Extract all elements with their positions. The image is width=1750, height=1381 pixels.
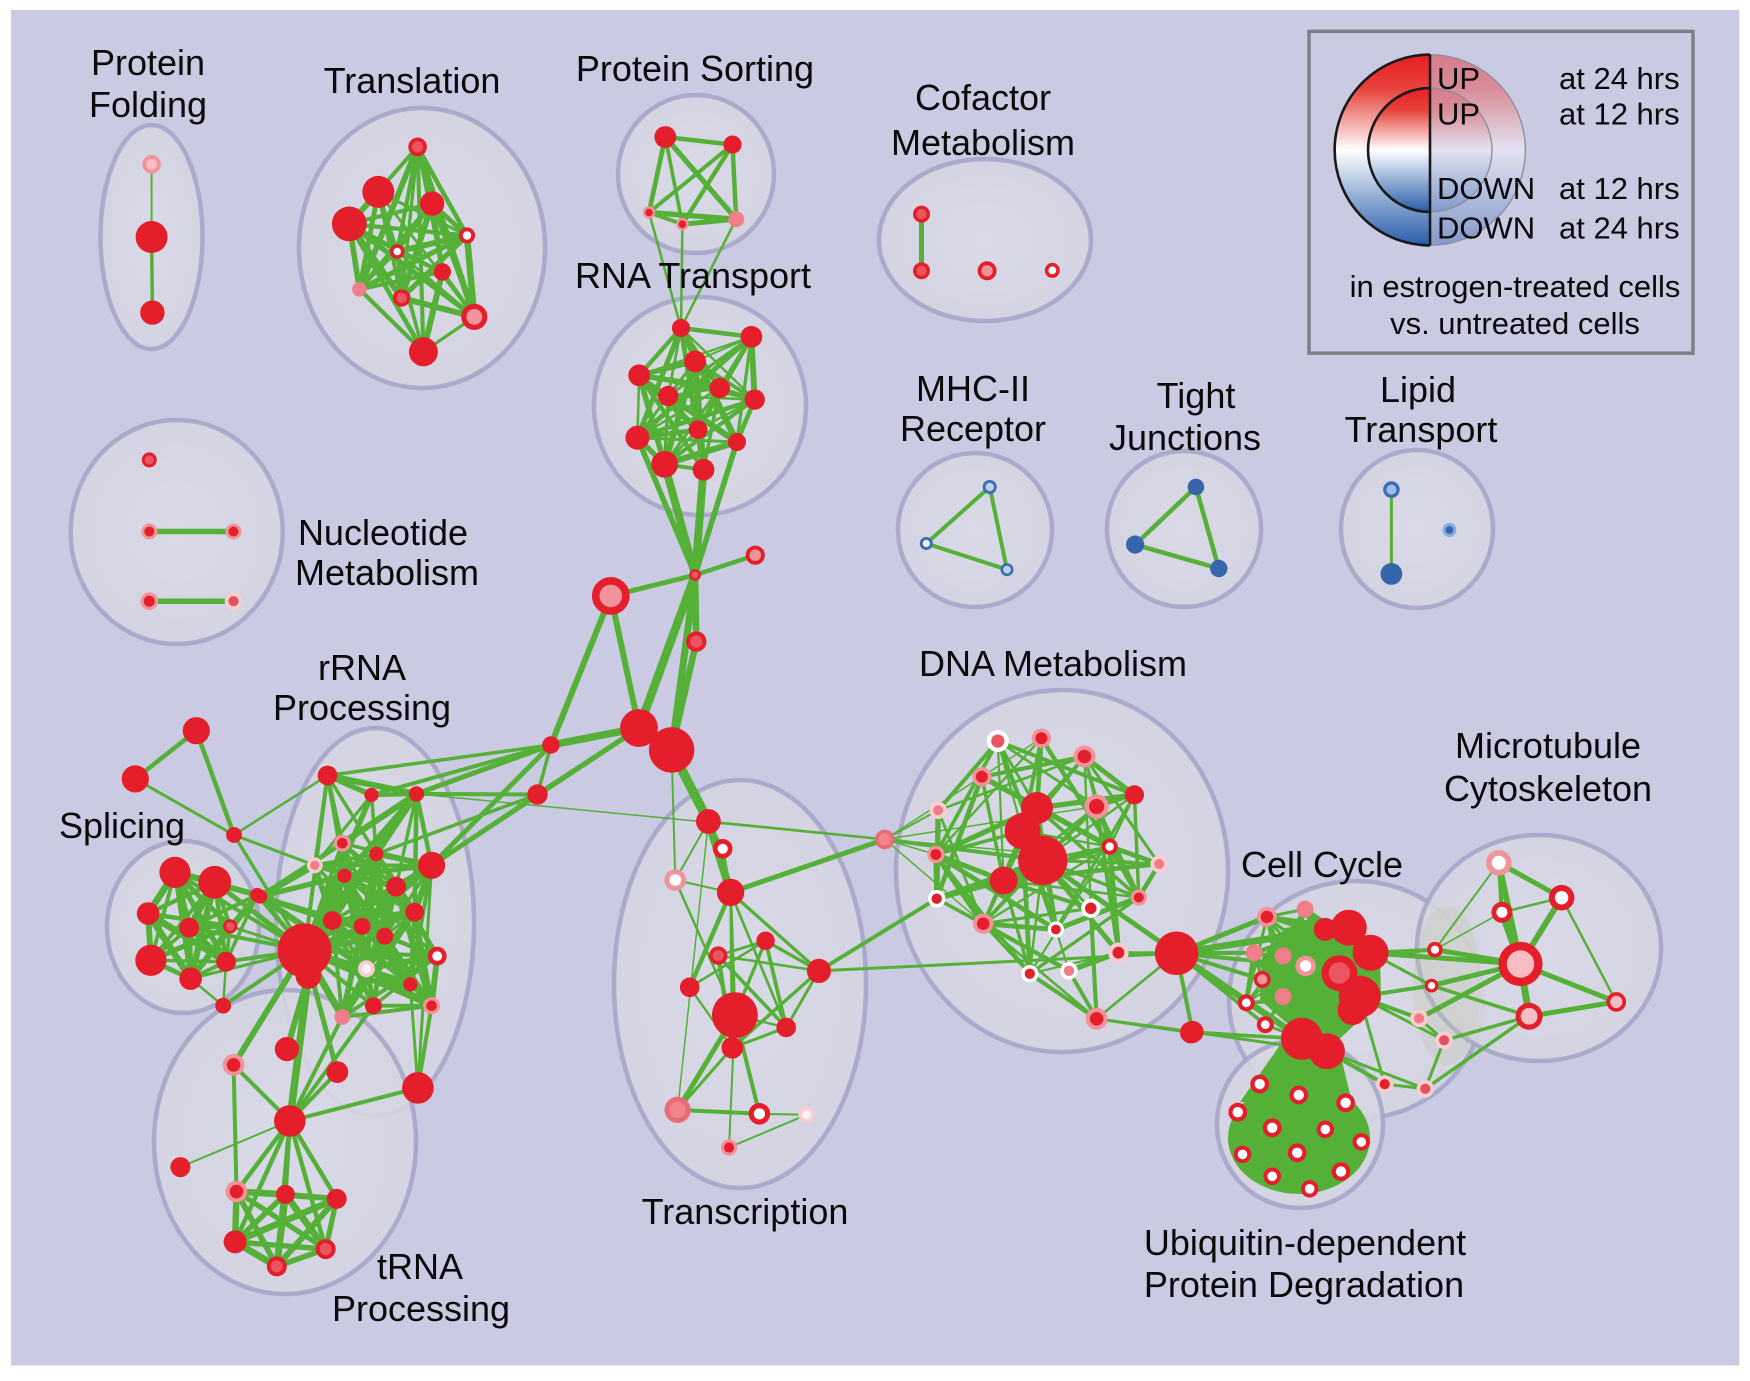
svg-text:Splicing: Splicing: [59, 805, 185, 846]
svg-text:DOWN: DOWN: [1437, 171, 1535, 206]
svg-text:Junctions: Junctions: [1109, 417, 1261, 458]
svg-text:at 12 hrs: at 12 hrs: [1559, 171, 1680, 206]
svg-text:Cytoskeleton: Cytoskeleton: [1444, 768, 1652, 809]
svg-text:in estrogen-treated cells: in estrogen-treated cells: [1350, 269, 1681, 304]
svg-text:Cell Cycle: Cell Cycle: [1241, 844, 1403, 885]
svg-text:Lipid: Lipid: [1380, 369, 1456, 410]
svg-text:Cofactor: Cofactor: [915, 77, 1051, 118]
svg-text:Receptor: Receptor: [900, 408, 1046, 449]
svg-text:Protein Degradation: Protein Degradation: [1144, 1264, 1464, 1305]
svg-text:DNA Metabolism: DNA Metabolism: [919, 643, 1187, 684]
svg-text:tRNA: tRNA: [377, 1246, 463, 1287]
svg-text:DOWN: DOWN: [1437, 210, 1535, 245]
svg-text:Processing: Processing: [332, 1288, 510, 1329]
svg-text:Protein: Protein: [91, 42, 205, 83]
svg-text:Processing: Processing: [273, 687, 451, 728]
svg-text:Translation: Translation: [324, 60, 501, 101]
svg-text:Transport: Transport: [1345, 409, 1498, 450]
svg-text:at 24 hrs: at 24 hrs: [1559, 210, 1680, 245]
svg-text:UP: UP: [1437, 61, 1480, 96]
svg-text:rRNA: rRNA: [318, 647, 406, 688]
svg-text:Microtubule: Microtubule: [1455, 725, 1641, 766]
svg-text:vs. untreated cells: vs. untreated cells: [1390, 306, 1640, 341]
svg-text:RNA Transport: RNA Transport: [575, 255, 811, 296]
svg-text:Metabolism: Metabolism: [295, 552, 479, 593]
svg-text:Folding: Folding: [89, 84, 207, 125]
svg-text:UP: UP: [1437, 97, 1480, 132]
svg-text:MHC-II: MHC-II: [916, 368, 1030, 409]
svg-text:Metabolism: Metabolism: [891, 122, 1075, 163]
svg-text:Tight: Tight: [1157, 375, 1236, 416]
svg-text:at 12 hrs: at 12 hrs: [1559, 97, 1680, 132]
svg-text:Protein Sorting: Protein Sorting: [576, 48, 814, 89]
svg-text:Transcription: Transcription: [642, 1191, 849, 1232]
svg-text:Ubiquitin-dependent: Ubiquitin-dependent: [1144, 1222, 1466, 1263]
svg-text:Nucleotide: Nucleotide: [298, 512, 468, 553]
svg-text:at 24 hrs: at 24 hrs: [1559, 61, 1680, 96]
